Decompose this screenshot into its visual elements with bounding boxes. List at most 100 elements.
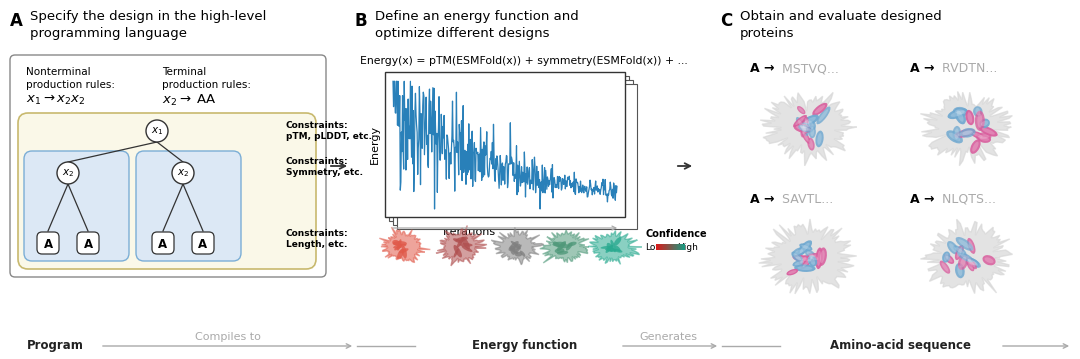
Text: Generates: Generates [639,332,697,342]
Text: Energy: Energy [370,125,380,164]
Circle shape [57,162,79,184]
Ellipse shape [818,247,827,266]
Ellipse shape [794,250,804,255]
FancyBboxPatch shape [152,232,174,254]
Polygon shape [589,230,642,264]
Ellipse shape [802,257,812,267]
Ellipse shape [808,121,814,129]
Ellipse shape [798,123,810,130]
Ellipse shape [552,242,566,247]
Ellipse shape [797,266,812,270]
Ellipse shape [968,262,973,270]
Text: Energy(x) = pTM(ESMFold(x)) + symmetry(ESMFold(x)) + ...: Energy(x) = pTM(ESMFold(x)) + symmetry(E… [360,56,688,66]
Polygon shape [920,92,1012,166]
Text: NLQTS...: NLQTS... [939,193,996,206]
Ellipse shape [511,241,521,250]
Text: A: A [83,238,93,251]
Ellipse shape [958,131,972,136]
Ellipse shape [807,253,821,262]
Text: A →: A → [750,62,774,75]
Ellipse shape [955,109,966,114]
Ellipse shape [815,131,824,147]
Ellipse shape [982,128,995,135]
Ellipse shape [958,239,971,248]
Ellipse shape [397,239,402,251]
Ellipse shape [968,259,978,266]
Ellipse shape [399,248,408,253]
Ellipse shape [800,125,809,128]
Ellipse shape [960,257,967,267]
Ellipse shape [949,133,960,141]
Ellipse shape [793,259,807,267]
Ellipse shape [786,269,798,275]
Ellipse shape [510,246,515,255]
Text: Energy function: Energy function [472,340,578,353]
Ellipse shape [798,255,808,265]
Ellipse shape [613,237,621,246]
Ellipse shape [606,245,613,253]
Ellipse shape [788,270,796,274]
Ellipse shape [392,240,400,245]
Ellipse shape [800,255,814,269]
Ellipse shape [798,125,813,132]
Ellipse shape [809,125,815,138]
Ellipse shape [957,252,974,262]
Bar [397,84,637,229]
FancyBboxPatch shape [10,55,326,277]
Text: A: A [199,238,207,251]
Ellipse shape [962,130,973,135]
Text: RVDTN...: RVDTN... [939,62,997,75]
Ellipse shape [978,135,989,139]
Ellipse shape [810,257,815,265]
Ellipse shape [397,248,404,260]
FancyBboxPatch shape [77,232,99,254]
Ellipse shape [957,265,962,276]
Ellipse shape [953,245,967,256]
Ellipse shape [461,237,470,250]
Ellipse shape [555,248,565,253]
Ellipse shape [393,244,406,248]
Text: B: B [355,12,367,30]
Ellipse shape [793,255,813,263]
Text: $x_2$: $x_2$ [62,167,75,179]
Ellipse shape [955,245,963,260]
Text: Define an energy function and
optimize different designs: Define an energy function and optimize d… [375,10,579,40]
Ellipse shape [972,142,978,151]
Ellipse shape [966,110,974,125]
Ellipse shape [600,246,612,249]
Ellipse shape [967,261,974,271]
Ellipse shape [955,263,964,278]
Text: Obtain and evaluate designed
proteins: Obtain and evaluate designed proteins [740,10,942,40]
Ellipse shape [815,247,823,269]
Ellipse shape [802,120,807,134]
Ellipse shape [513,244,521,250]
Ellipse shape [800,126,811,131]
Ellipse shape [973,133,983,137]
Polygon shape [379,227,430,262]
Bar [389,76,629,221]
Text: Confidence: Confidence [645,229,706,239]
Ellipse shape [818,133,822,145]
Ellipse shape [402,246,407,258]
Text: A: A [10,12,23,30]
Polygon shape [540,230,589,263]
Text: SAVTL...: SAVTL... [778,193,834,206]
Ellipse shape [394,245,402,250]
Text: C: C [720,12,732,30]
Polygon shape [920,219,1013,294]
Text: A →: A → [910,62,934,75]
Ellipse shape [515,244,522,253]
Bar [384,72,625,217]
Ellipse shape [985,257,994,263]
Ellipse shape [800,257,807,263]
Ellipse shape [944,253,948,261]
Ellipse shape [799,243,810,253]
Ellipse shape [966,257,981,268]
Ellipse shape [796,257,810,261]
Ellipse shape [818,251,821,266]
Ellipse shape [975,111,985,131]
Ellipse shape [968,112,972,123]
Ellipse shape [515,252,523,257]
Ellipse shape [804,116,811,129]
Text: $x_1 \rightarrow x_2 x_2$: $x_1 \rightarrow x_2 x_2$ [26,93,85,107]
